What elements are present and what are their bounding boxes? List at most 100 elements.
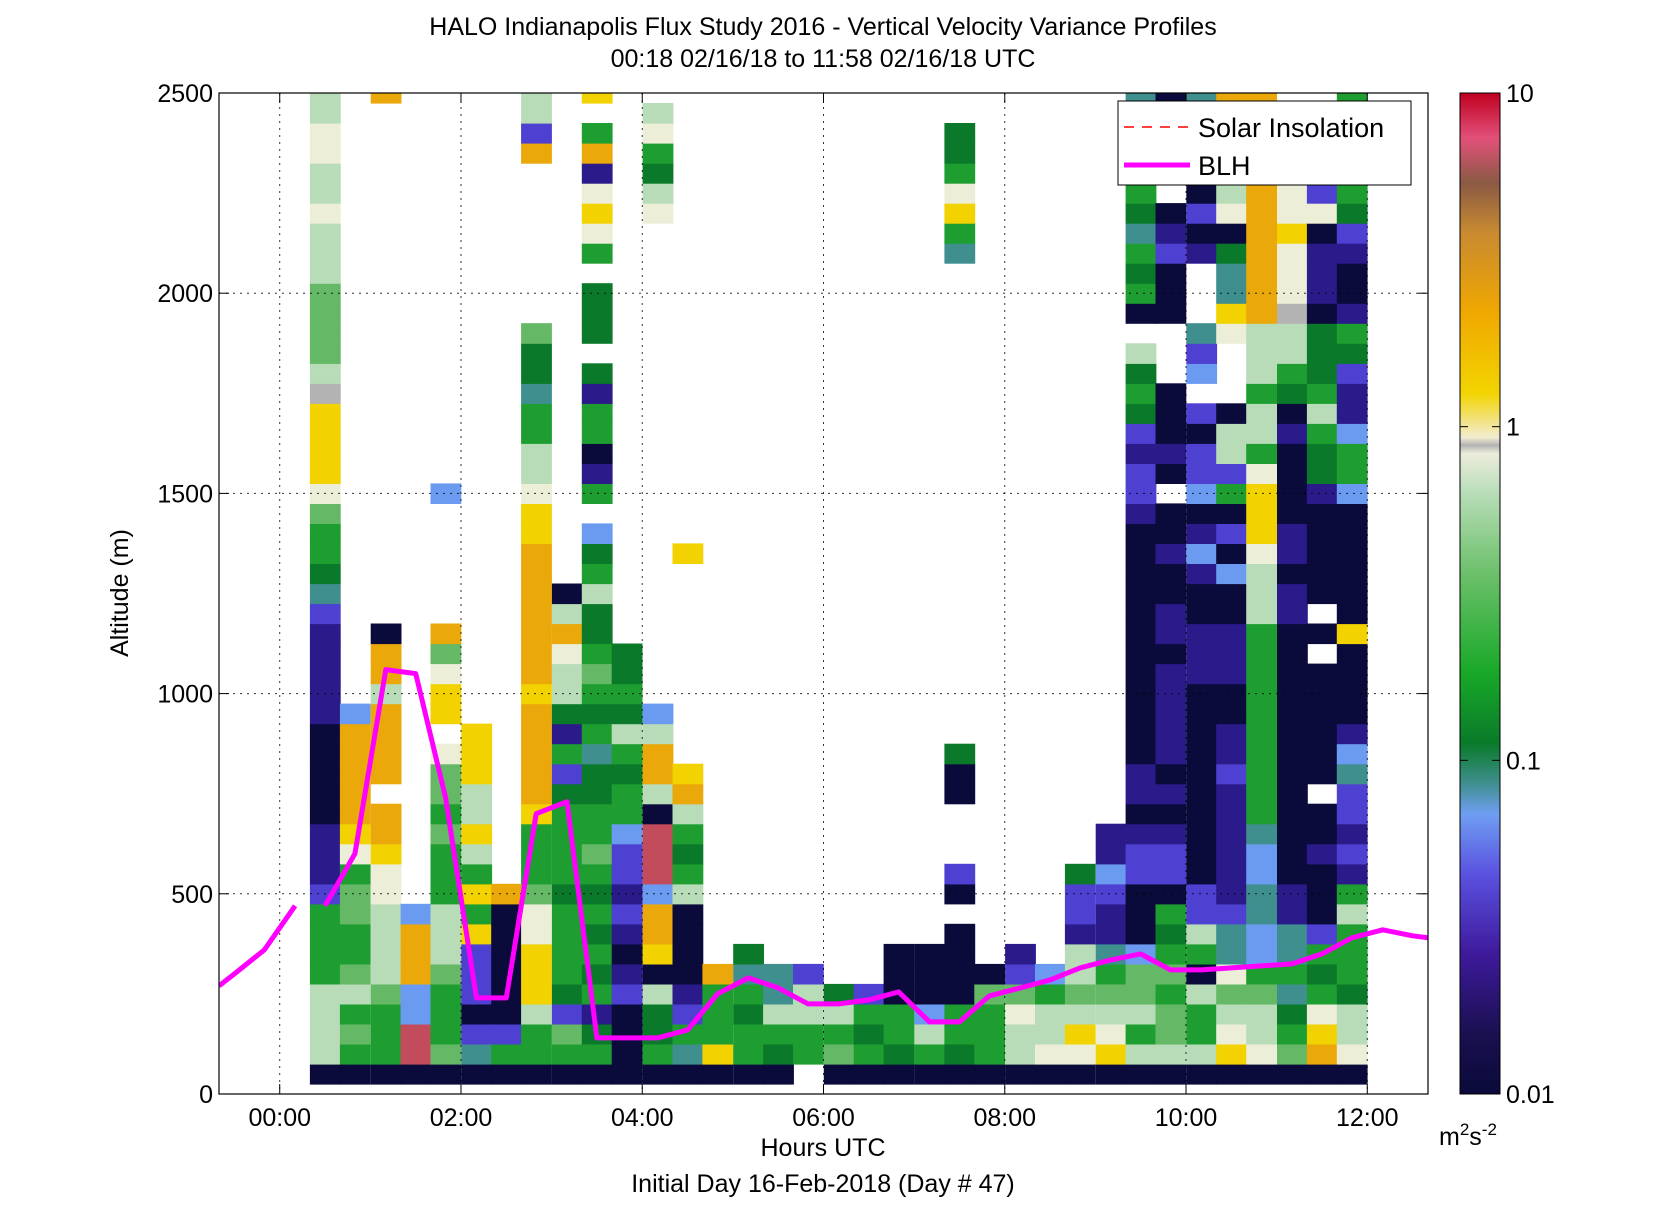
heatmap-cell bbox=[400, 983, 432, 1005]
heatmap-cell bbox=[1336, 803, 1368, 825]
heatmap-cell bbox=[1216, 923, 1247, 945]
heatmap-cell bbox=[1125, 1023, 1157, 1045]
heatmap-cell bbox=[1277, 903, 1308, 925]
heatmap-cell bbox=[1216, 863, 1247, 885]
heatmap-cell bbox=[309, 983, 341, 1005]
heatmap-cell bbox=[1277, 543, 1308, 564]
heatmap-cell bbox=[1246, 803, 1277, 825]
heatmap-cell bbox=[1246, 483, 1277, 504]
heatmap-cell bbox=[1155, 1023, 1187, 1045]
heatmap-cell bbox=[521, 143, 552, 164]
heatmap-cell bbox=[1306, 183, 1338, 204]
heatmap-cell bbox=[400, 1064, 432, 1085]
heatmap-cell bbox=[1246, 543, 1277, 564]
heatmap-cell bbox=[581, 563, 613, 585]
heatmap-cell bbox=[370, 1003, 402, 1025]
heatmap-cell bbox=[1186, 443, 1218, 464]
heatmap-cell bbox=[1155, 443, 1187, 464]
heatmap-cell bbox=[581, 903, 613, 925]
heatmap-cell bbox=[521, 443, 552, 464]
heatmap-cell bbox=[642, 1044, 674, 1065]
heatmap-cell bbox=[1095, 883, 1127, 905]
heatmap-cell bbox=[521, 763, 552, 785]
heatmap-cell bbox=[400, 903, 432, 925]
heatmap-cell bbox=[1246, 683, 1277, 705]
heatmap-cell bbox=[1336, 523, 1368, 544]
heatmap-cell bbox=[521, 983, 552, 1005]
heatmap-cell bbox=[1306, 923, 1338, 945]
heatmap-cell bbox=[1155, 743, 1187, 765]
x-tick-label: 12:00 bbox=[1336, 1104, 1399, 1132]
heatmap-cell bbox=[1246, 1023, 1277, 1045]
heatmap-cell bbox=[581, 423, 613, 444]
heatmap-cell bbox=[1336, 283, 1368, 304]
heatmap-cell bbox=[1125, 543, 1157, 564]
heatmap-cell bbox=[1155, 523, 1187, 544]
heatmap-cell bbox=[823, 1064, 855, 1085]
heatmap-cell bbox=[1306, 743, 1338, 765]
heatmap-cell bbox=[430, 863, 462, 885]
heatmap-cell bbox=[1186, 323, 1218, 344]
heatmap-cell bbox=[1277, 1023, 1308, 1045]
heatmap-cell bbox=[944, 223, 976, 244]
heatmap-cell bbox=[1277, 403, 1308, 424]
heatmap-cell bbox=[1125, 863, 1157, 885]
heatmap-cell bbox=[611, 663, 643, 685]
heatmap-cell bbox=[1125, 203, 1157, 224]
heatmap-cell bbox=[581, 143, 613, 164]
heatmap-cell bbox=[370, 683, 402, 705]
heatmap-cell bbox=[974, 1023, 1006, 1045]
heatmap-cell bbox=[1306, 763, 1338, 785]
legend-solar-label: Solar Insolation bbox=[1198, 113, 1384, 143]
heatmap-cell bbox=[1186, 503, 1218, 524]
heatmap-cell bbox=[521, 823, 552, 845]
heatmap-cell bbox=[430, 623, 462, 645]
heatmap-cell bbox=[1336, 623, 1368, 645]
y-tick-label: 500 bbox=[171, 881, 213, 909]
heatmap-cell bbox=[309, 503, 341, 524]
heatmap-cell bbox=[430, 763, 462, 785]
chart-subtitle: 00:18 02/16/18 to 11:58 02/16/18 UTC bbox=[611, 45, 1036, 73]
heatmap-cell bbox=[461, 1064, 493, 1085]
heatmap-cell bbox=[1246, 1003, 1277, 1025]
heatmap-cell bbox=[1246, 303, 1277, 324]
heatmap-cell bbox=[551, 683, 583, 705]
heatmap-cell bbox=[914, 1044, 946, 1065]
heatmap-cell bbox=[1005, 1003, 1036, 1025]
heatmap-cell bbox=[1277, 303, 1308, 324]
heatmap-cell bbox=[1064, 1044, 1096, 1065]
heatmap-cell bbox=[1155, 403, 1187, 424]
heatmap-cell bbox=[1155, 883, 1187, 905]
heatmap-cell bbox=[521, 463, 552, 484]
heatmap-cell bbox=[1186, 543, 1218, 564]
heatmap-cell bbox=[581, 203, 613, 224]
heatmap-cell bbox=[1277, 723, 1308, 745]
heatmap-cell bbox=[1277, 323, 1308, 344]
heatmap-cell bbox=[1306, 363, 1338, 384]
heatmap-cell bbox=[1306, 263, 1338, 284]
heatmap-cell bbox=[1186, 343, 1218, 364]
heatmap-cell bbox=[551, 1023, 583, 1045]
heatmap-cell bbox=[370, 1023, 402, 1045]
heatmap-cell bbox=[1186, 363, 1218, 384]
heatmap-cell bbox=[521, 923, 552, 945]
x-tick-label: 10:00 bbox=[1155, 1104, 1218, 1132]
heatmap-cell bbox=[1216, 903, 1247, 925]
heatmap-cell bbox=[400, 943, 432, 965]
heatmap-cell bbox=[309, 263, 341, 284]
heatmap-cell bbox=[370, 883, 402, 905]
heatmap-cell bbox=[672, 963, 704, 985]
heatmap-cell bbox=[702, 1064, 734, 1085]
heatmap-cell bbox=[551, 1064, 583, 1085]
heatmap-cell bbox=[1186, 523, 1218, 544]
heatmap-cell bbox=[1277, 883, 1308, 905]
heatmap-cell bbox=[1336, 543, 1368, 564]
heatmap-cell bbox=[1306, 823, 1338, 845]
heatmap-cell bbox=[1125, 883, 1157, 905]
heatmap-cell bbox=[491, 1044, 522, 1065]
heatmap-cell bbox=[1095, 963, 1127, 985]
heatmap-cell bbox=[461, 823, 493, 845]
heatmap-cell bbox=[521, 703, 552, 725]
heatmap-cell bbox=[1216, 643, 1247, 665]
heatmap-cell bbox=[611, 1044, 643, 1065]
